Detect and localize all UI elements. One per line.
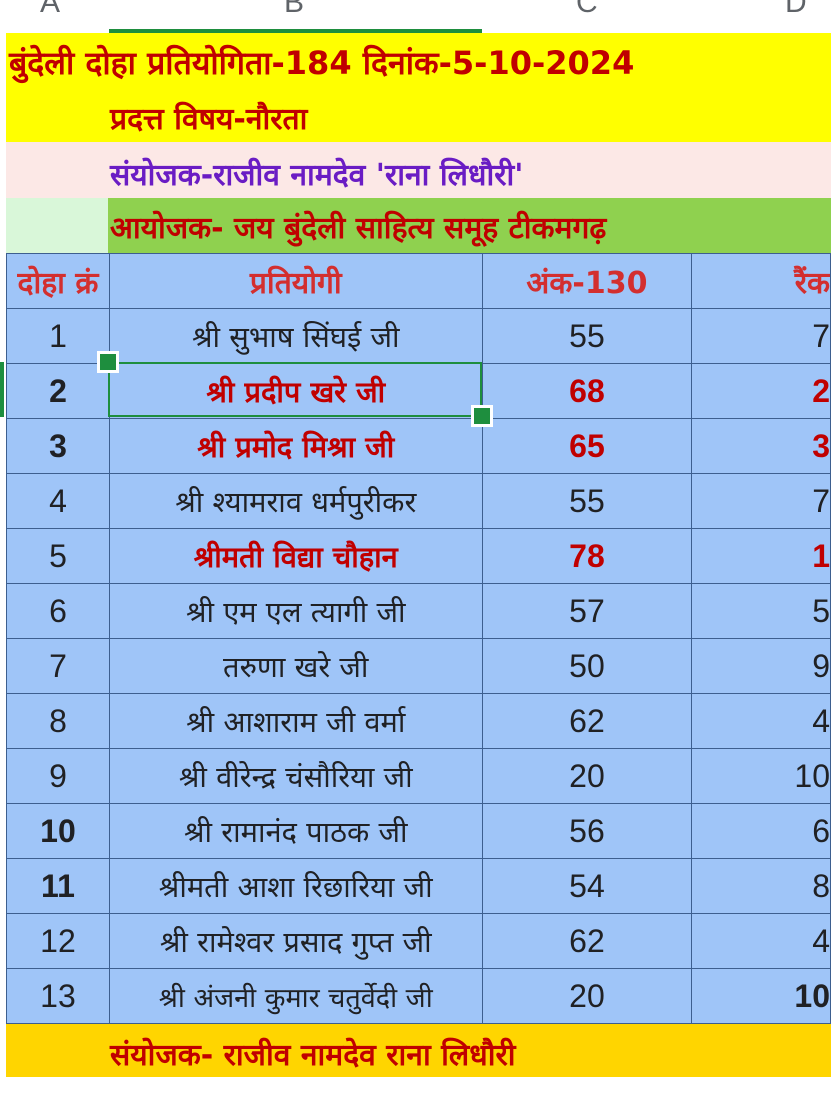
participant-cell[interactable]: श्री आशाराम जी वर्मा — [108, 693, 483, 749]
serial-cell[interactable]: 3 — [6, 418, 110, 474]
score-cell[interactable]: 55 — [481, 308, 693, 364]
score-cell[interactable]: 78 — [481, 528, 693, 584]
table-row: 3 श्री प्रमोद मिश्रा जी 65 3 — [6, 418, 831, 474]
rank-cell[interactable]: 7 — [691, 473, 831, 529]
table-row: 9 श्री वीरेन्द्र चंसौरिया जी 20 10 — [6, 748, 831, 804]
cell-selection-box — [108, 362, 482, 417]
participant-cell[interactable]: श्री सुभाष सिंघई जी — [108, 308, 483, 364]
selected-column-indicator — [109, 29, 482, 33]
score-cell[interactable]: 54 — [481, 858, 693, 914]
organizer-left-cell[interactable] — [6, 198, 108, 253]
column-header-c[interactable]: C — [576, 0, 598, 19]
table-row: 5 श्रीमती विद्या चौहान 78 1 — [6, 528, 831, 584]
rank-cell[interactable]: 9 — [691, 638, 831, 694]
participant-cell[interactable]: श्री प्रदीप खरे जी — [108, 363, 483, 419]
participant-cell[interactable]: श्री रामानंद पाठक जी — [108, 803, 483, 859]
header-participant[interactable]: प्रतियोगी — [108, 253, 483, 309]
title-text: बुंदेली दोहा प्रतियोगिता-184 दिनांक-5-10… — [9, 44, 635, 82]
score-cell[interactable]: 68 — [481, 363, 693, 419]
rank-cell[interactable]: 6 — [691, 803, 831, 859]
score-cell[interactable]: 50 — [481, 638, 693, 694]
rank-cell[interactable]: 2 — [691, 363, 831, 419]
column-header-d[interactable]: D — [785, 0, 807, 19]
rank-cell[interactable]: 4 — [691, 913, 831, 969]
rank-cell[interactable]: 10 — [691, 968, 831, 1024]
serial-cell[interactable]: 7 — [6, 638, 110, 694]
footer-row[interactable]: संयोजक- राजीव नामदेव राना लिधौरी — [6, 1024, 831, 1077]
score-cell[interactable]: 20 — [481, 968, 693, 1024]
table-row: 13 श्री अंजनी कुमार चतुर्वेदी जी 20 10 — [6, 968, 831, 1024]
score-cell[interactable]: 65 — [481, 418, 693, 474]
rank-cell[interactable]: 4 — [691, 693, 831, 749]
rank-cell[interactable]: 3 — [691, 418, 831, 474]
serial-cell[interactable]: 2 — [6, 363, 110, 419]
serial-cell[interactable]: 5 — [6, 528, 110, 584]
participant-cell[interactable]: श्रीमती विद्या चौहान — [108, 528, 483, 584]
participant-cell[interactable]: श्री अंजनी कुमार चतुर्वेदी जी — [108, 968, 483, 1024]
participant-cell[interactable]: श्री श्यामराव धर्मपुरीकर — [108, 473, 483, 529]
subject-row[interactable]: प्रदत्त विषय-नौरता — [6, 86, 831, 142]
active-row-marker — [0, 362, 4, 417]
column-header-bar: A B C D — [0, 0, 831, 33]
serial-cell[interactable]: 1 — [6, 308, 110, 364]
table-row: 7 तरुणा खरे जी 50 9 — [6, 638, 831, 694]
serial-cell[interactable]: 8 — [6, 693, 110, 749]
rank-cell[interactable]: 5 — [691, 583, 831, 639]
participant-cell[interactable]: श्री प्रमोद मिश्रा जी — [108, 418, 483, 474]
selection-handle-top-left[interactable] — [97, 351, 119, 373]
participant-cell[interactable]: श्री रामेश्वर प्रसाद गुप्त जी — [108, 913, 483, 969]
serial-cell[interactable]: 13 — [6, 968, 110, 1024]
header-score[interactable]: अंक-130 — [481, 253, 693, 309]
column-header-b[interactable]: B — [284, 0, 305, 19]
rank-cell[interactable]: 1 — [691, 528, 831, 584]
serial-cell[interactable]: 12 — [6, 913, 110, 969]
rank-cell[interactable]: 10 — [691, 748, 831, 804]
footer-text: संयोजक- राजीव नामदेव राना लिधौरी — [110, 1038, 516, 1073]
score-cell[interactable]: 62 — [481, 913, 693, 969]
convener-text: संयोजक-राजीव नामदेव 'राना लिधौरी' — [110, 158, 524, 193]
score-cell[interactable]: 57 — [481, 583, 693, 639]
serial-cell[interactable]: 4 — [6, 473, 110, 529]
participant-cell[interactable]: तरुणा खरे जी — [108, 638, 483, 694]
header-serial[interactable]: दोहा क्रं — [6, 253, 110, 309]
serial-cell[interactable]: 6 — [6, 583, 110, 639]
participant-cell[interactable]: श्री वीरेन्द्र चंसौरिया जी — [108, 748, 483, 804]
serial-cell[interactable]: 10 — [6, 803, 110, 859]
title-row[interactable]: बुंदेली दोहा प्रतियोगिता-184 दिनांक-5-10… — [6, 33, 831, 86]
rank-cell[interactable]: 7 — [691, 308, 831, 364]
table-row: 4 श्री श्यामराव धर्मपुरीकर 55 7 — [6, 473, 831, 529]
table-row: 10 श्री रामानंद पाठक जी 56 6 — [6, 803, 831, 859]
table-header-row: दोहा क्रं प्रतियोगी अंक-130 रैंक — [6, 253, 831, 309]
table-row: 12 श्री रामेश्वर प्रसाद गुप्त जी 62 4 — [6, 913, 831, 969]
organizer-row[interactable]: आयोजक- जय बुंदेली साहित्य समूह टीकमगढ़ — [6, 198, 831, 253]
header-rank[interactable]: रैंक — [691, 253, 831, 309]
organizer-text: आयोजक- जय बुंदेली साहित्य समूह टीकमगढ़ — [110, 211, 607, 246]
score-cell[interactable]: 20 — [481, 748, 693, 804]
rank-cell[interactable]: 8 — [691, 858, 831, 914]
score-cell[interactable]: 62 — [481, 693, 693, 749]
serial-cell[interactable]: 11 — [6, 858, 110, 914]
score-cell[interactable]: 55 — [481, 473, 693, 529]
selection-handle-bottom-right[interactable] — [471, 405, 493, 427]
convener-row[interactable]: संयोजक-राजीव नामदेव 'राना लिधौरी' — [6, 142, 831, 198]
results-table: दोहा क्रं प्रतियोगी अंक-130 रैंक 1 श्री … — [6, 253, 831, 1024]
table-row: 1 श्री सुभाष सिंघई जी 55 7 — [6, 308, 831, 364]
table-row: 6 श्री एम एल त्यागी जी 57 5 — [6, 583, 831, 639]
subject-text: प्रदत्त विषय-नौरता — [110, 102, 308, 137]
score-cell[interactable]: 56 — [481, 803, 693, 859]
serial-cell[interactable]: 9 — [6, 748, 110, 804]
participant-cell[interactable]: श्री एम एल त्यागी जी — [108, 583, 483, 639]
participant-cell[interactable]: श्रीमती आशा रिछारिया जी — [108, 858, 483, 914]
table-row: 11 श्रीमती आशा रिछारिया जी 54 8 — [6, 858, 831, 914]
column-header-a[interactable]: A — [40, 0, 61, 19]
table-row: 8 श्री आशाराम जी वर्मा 62 4 — [6, 693, 831, 749]
